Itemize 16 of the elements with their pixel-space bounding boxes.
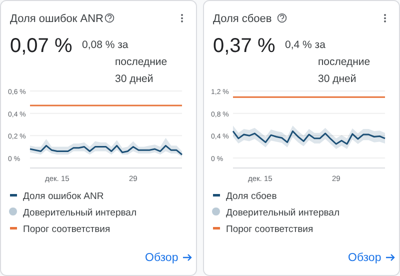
chart-subtitle: 0,07 % [10, 35, 72, 57]
legend-label: Порог соответствия [23, 224, 110, 235]
line-series [29, 144, 183, 156]
line-series [232, 130, 386, 145]
text: Доверительный интервал [226, 208, 340, 218]
legend-label: Порог соответствия [226, 224, 314, 235]
legend-label: Доля ошибок ANR [23, 191, 104, 202]
text: Доверительный интервал [23, 208, 136, 218]
legend-label: Доля сбоев [226, 191, 277, 202]
chart-subtitle: 0,37 % [213, 35, 276, 57]
text: Обзор [348, 252, 382, 264]
text: 0,4 % за последние 30 дней [285, 39, 370, 85]
chart-title: Доля ошибок ANR [10, 13, 104, 25]
text: Обзор [145, 252, 178, 264]
text: 0,08 % за последние 30 дней [82, 39, 168, 85]
chart-title: Доля сбоев [213, 13, 272, 25]
